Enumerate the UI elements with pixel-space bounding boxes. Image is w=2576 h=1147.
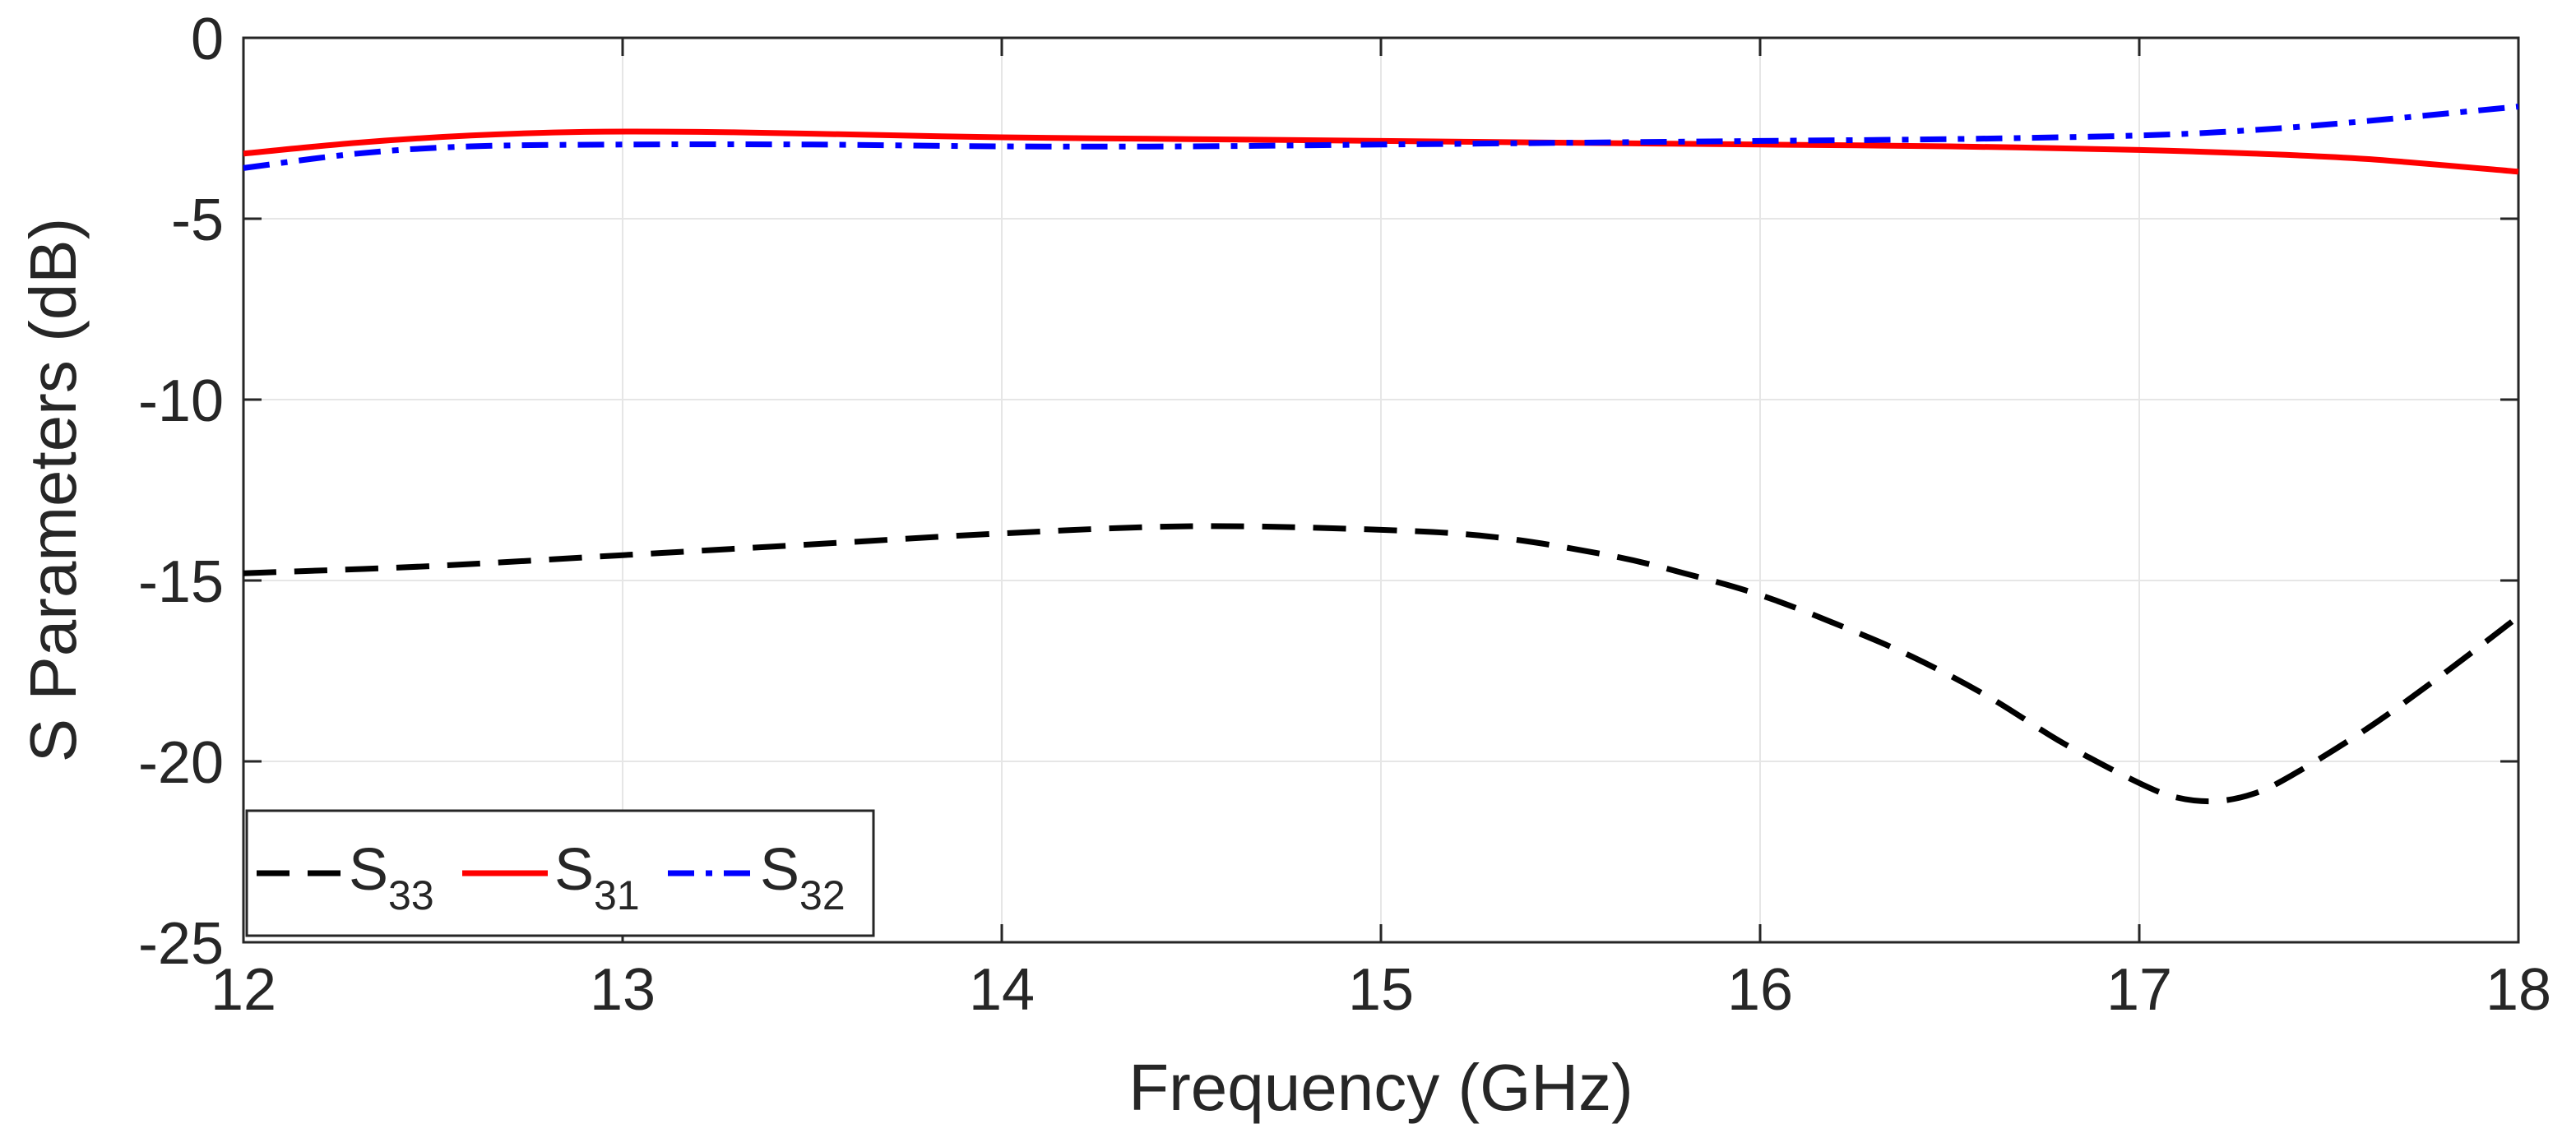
series-line-s31 <box>243 128 2519 175</box>
y-tick-label: -25 <box>138 911 224 977</box>
series-line-s33 <box>243 523 2521 805</box>
x-axis-label: Frequency (GHz) <box>1128 1051 1633 1124</box>
legend-box <box>245 809 875 937</box>
x-tick-label: 17 <box>2106 957 2172 1023</box>
y-tick-label: -5 <box>171 187 224 253</box>
y-tick-label: -15 <box>138 549 224 615</box>
y-tick-label: -20 <box>138 730 224 796</box>
x-tick-label: 15 <box>1348 957 1414 1023</box>
x-tick-label: 12 <box>211 957 276 1023</box>
x-tick-label: 16 <box>1727 957 1793 1023</box>
legend: S33 S31 S32 <box>245 809 875 937</box>
legend-subscript: 32 <box>799 872 846 918</box>
x-tick-label: 14 <box>969 957 1035 1023</box>
legend-subscript: 31 <box>594 872 640 918</box>
ticks: 12 13 14 15 16 17 18 0 -5 -10 -15 -20 -25 <box>138 7 2551 1023</box>
x-tick-label: 18 <box>2486 957 2551 1023</box>
y-axis-label: S Parameters (dB) <box>16 218 90 762</box>
legend-subscript: 33 <box>388 872 434 918</box>
y-tick-label: 0 <box>191 7 224 72</box>
series-line-s32 <box>243 104 2519 171</box>
series-lines <box>243 104 2521 805</box>
y-tick-label: -10 <box>138 368 224 434</box>
x-tick-label: 13 <box>590 957 656 1023</box>
